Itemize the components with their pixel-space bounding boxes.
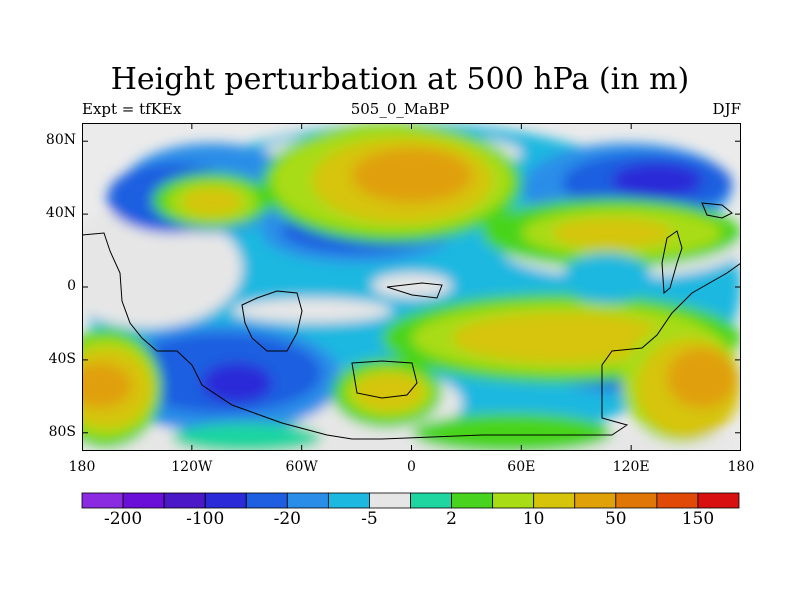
plot-title: Height perturbation at 500 hPa (in m) xyxy=(110,62,690,97)
contour-region xyxy=(562,253,652,303)
contour-region xyxy=(372,273,452,298)
colorbar-swatch xyxy=(163,492,206,509)
contour-region xyxy=(202,363,272,403)
subtitle-right: DJF xyxy=(712,100,741,118)
colorbar-swatch xyxy=(410,492,452,509)
y-tick-label: 40S xyxy=(48,350,76,367)
colorbar-swatch xyxy=(656,492,699,509)
colorbar-swatch xyxy=(286,492,329,509)
y-tick-label: 80N xyxy=(45,132,76,149)
contour-region xyxy=(82,363,132,408)
contour-region xyxy=(552,218,672,248)
colorbar-swatch xyxy=(615,492,658,509)
colorbar-swatch xyxy=(451,492,494,509)
colorbar-label: -100 xyxy=(186,509,225,529)
y-tick-label: 40N xyxy=(45,205,76,222)
x-tick-label: 60W xyxy=(285,459,318,475)
coastline xyxy=(82,202,741,440)
x-tick-label: 120E xyxy=(612,459,650,475)
x-tick-label: 120W xyxy=(171,459,213,475)
subtitle-left: Expt = tfKEx xyxy=(82,100,182,118)
contour-region xyxy=(232,298,392,323)
colorbar-swatch xyxy=(533,492,576,509)
x-tick-label: 180 xyxy=(727,459,755,475)
x-tick-label: 180 xyxy=(68,459,96,475)
colorbar-label: 50 xyxy=(604,509,627,529)
contour-region xyxy=(352,148,472,203)
colorbar-label: 10 xyxy=(522,509,545,529)
colorbar-swatch xyxy=(204,492,247,509)
colorbar-swatch xyxy=(245,492,288,509)
colorbar-swatch xyxy=(369,492,411,509)
colorbar-label: -200 xyxy=(103,509,143,529)
contour-region xyxy=(667,348,737,408)
colorbar-swatch xyxy=(492,492,535,509)
y-tick-label: 80S xyxy=(48,423,76,440)
colorbar-swatch xyxy=(697,492,740,509)
subtitle-center: 505_0_MaBP xyxy=(350,100,450,118)
colorbar-label: -5 xyxy=(361,509,378,529)
contour-region xyxy=(172,423,322,451)
contour-region xyxy=(354,373,424,411)
contour-region xyxy=(612,163,702,198)
contour-region xyxy=(412,413,612,451)
x-tick-label: 60E xyxy=(507,459,536,475)
colorbar-label: 150 xyxy=(681,509,715,529)
x-tick-label: 0 xyxy=(407,459,416,475)
colorbar-swatch xyxy=(327,492,370,509)
colorbar-swatch xyxy=(81,492,124,509)
contour-region xyxy=(182,188,242,216)
colorbar-label: -20 xyxy=(273,509,302,529)
contour-map xyxy=(82,123,741,451)
colorbar-swatch xyxy=(574,492,617,509)
colorbar-label: 2 xyxy=(446,509,457,529)
y-tick-label: 0 xyxy=(67,278,76,294)
colorbar-swatch xyxy=(122,492,165,509)
